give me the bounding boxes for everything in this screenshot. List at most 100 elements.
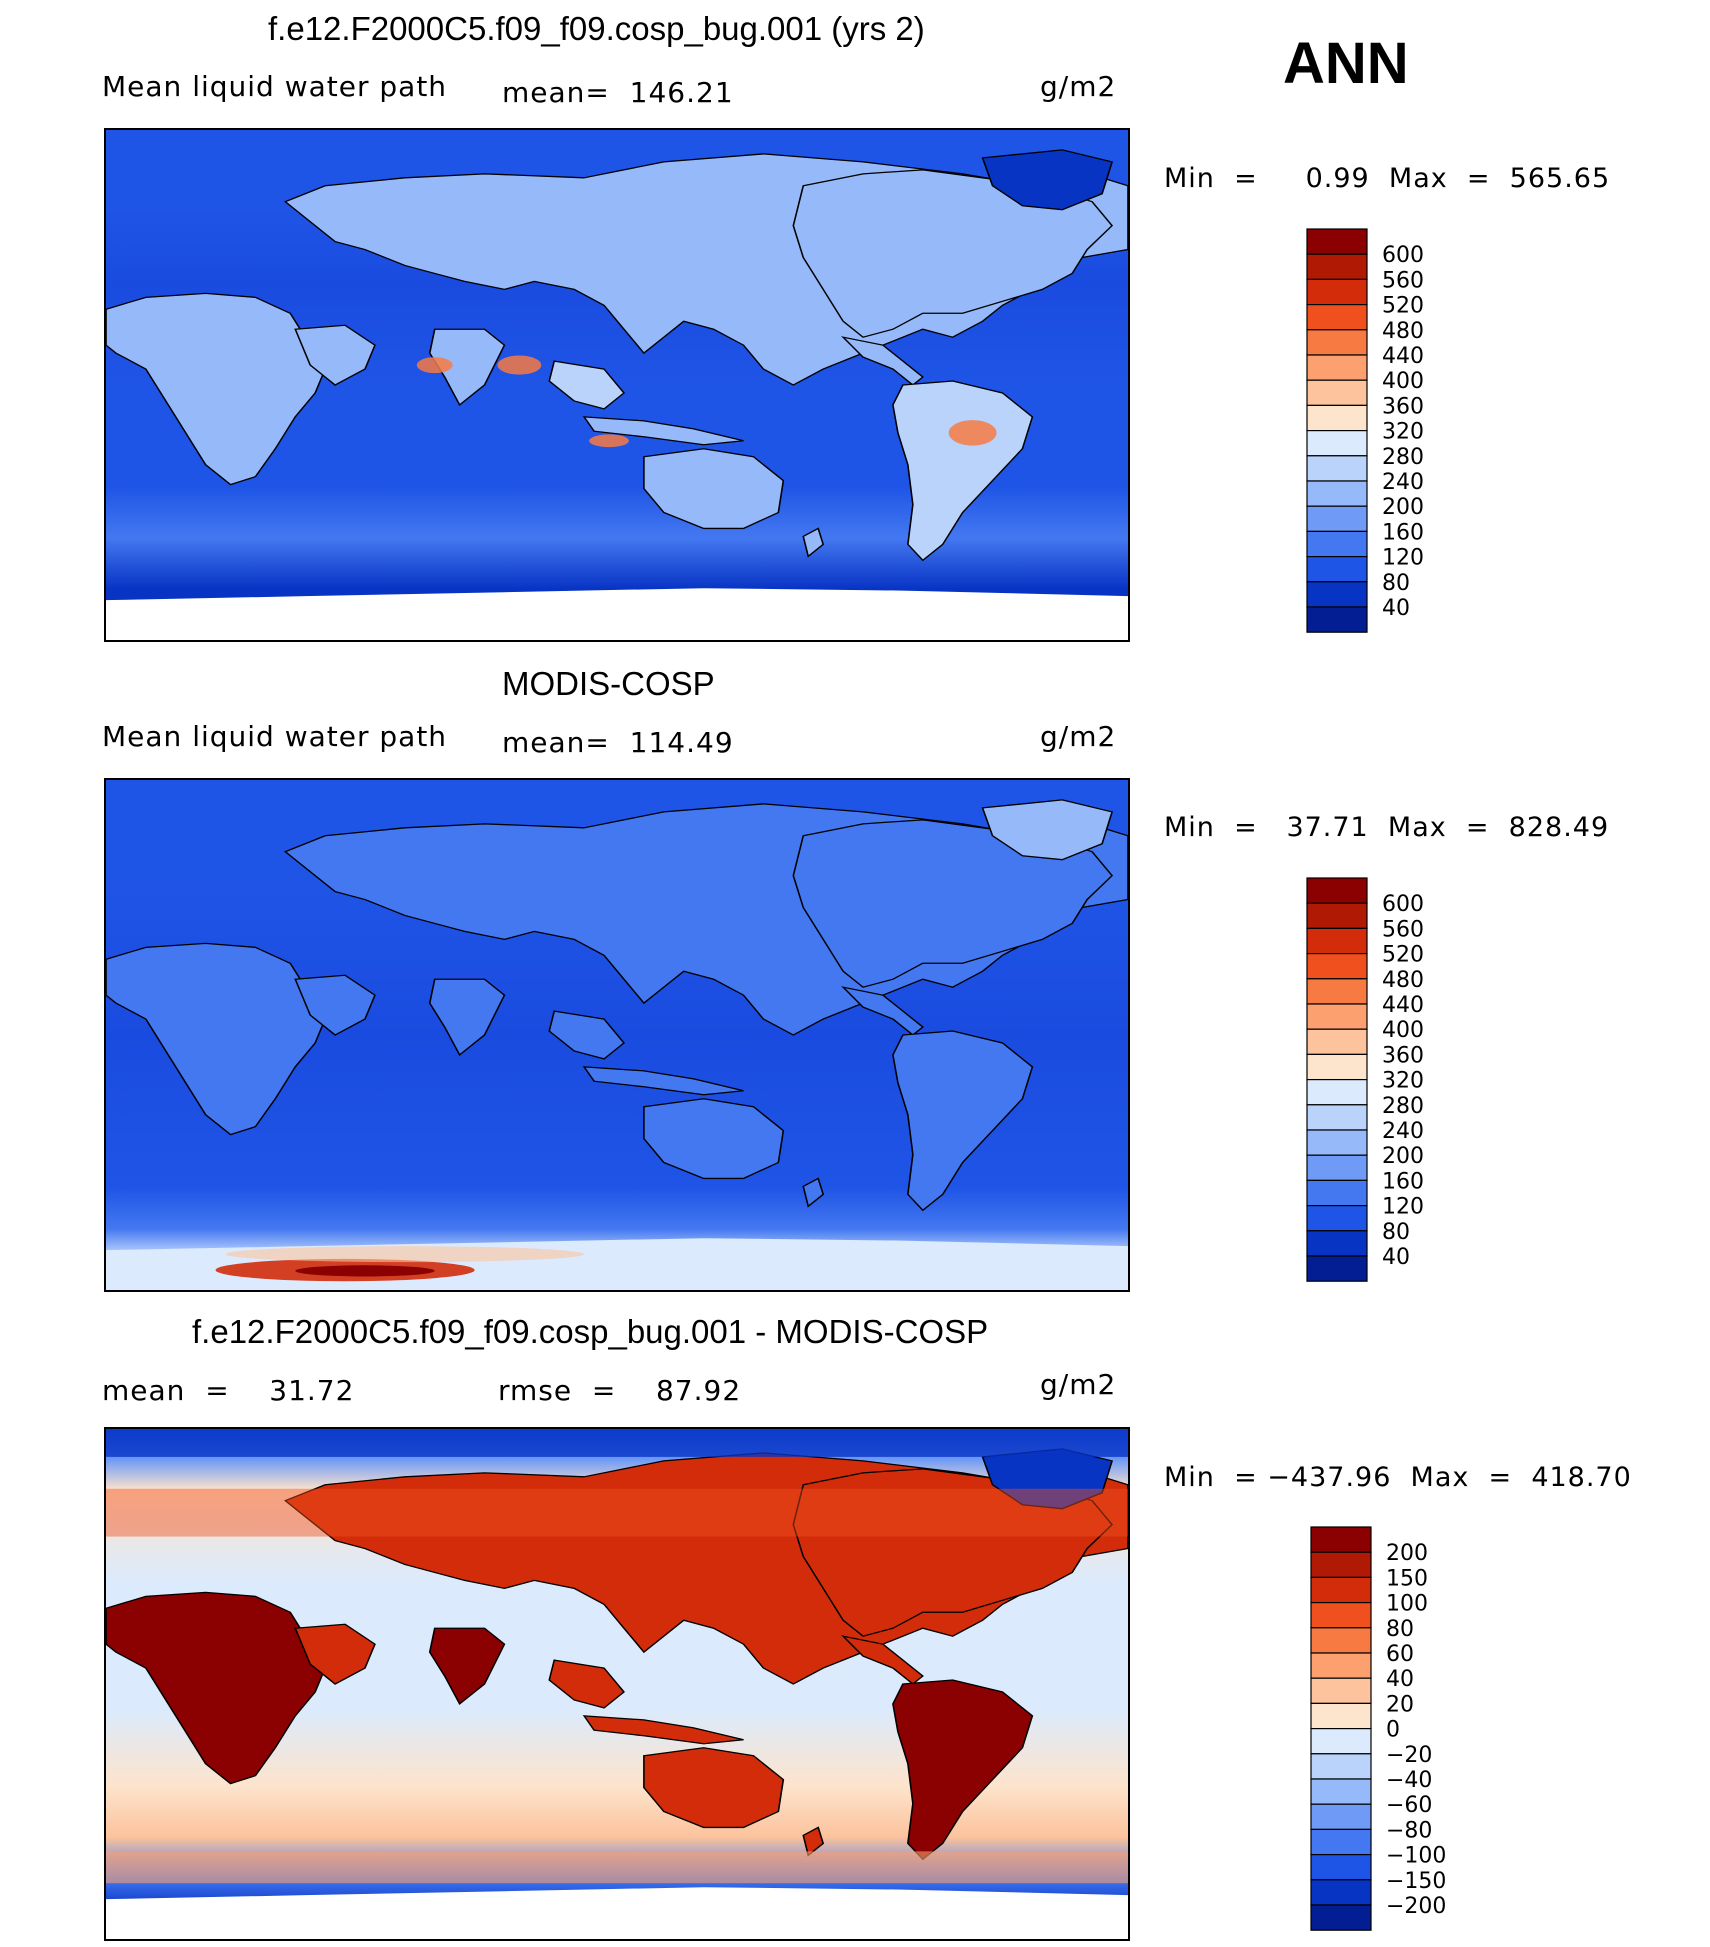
colorbar-swatch xyxy=(1310,1652,1372,1679)
colorbar-swatch xyxy=(1310,1854,1372,1881)
map-land-arabia xyxy=(294,324,376,386)
colorbar-tick-label: 0 xyxy=(1386,1718,1400,1743)
colorbar-tick-label: −60 xyxy=(1386,1793,1432,1818)
panel-3-colorbar: 200 150 100 80 60 40 20 0 −20 −40 −60 −80 −100 −150 −2… xyxy=(1310,1526,1530,1937)
map-land-indonesia xyxy=(582,1715,744,1745)
colorbar-tick-label: 520 xyxy=(1382,943,1424,968)
colorbar-swatch xyxy=(1306,303,1368,331)
colorbar-tick-label: 240 xyxy=(1382,1119,1424,1144)
colorbar-tick-label: 360 xyxy=(1382,394,1424,419)
panel-1-map xyxy=(104,128,1130,642)
map-feature xyxy=(948,420,997,446)
colorbar-swatch xyxy=(1306,278,1368,306)
map-land-nz xyxy=(802,1826,825,1857)
colorbar-swatch xyxy=(1306,1104,1368,1131)
colorbar-tick-label: 280 xyxy=(1382,1094,1424,1119)
map-land-greenland xyxy=(981,149,1114,211)
map-land-arabia xyxy=(294,974,376,1036)
map-land-australia xyxy=(643,448,785,530)
colorbar-swatch xyxy=(1306,228,1368,255)
panel-3-map xyxy=(104,1427,1130,1941)
colorbar-tick-label: 480 xyxy=(1382,319,1424,344)
colorbar-tick-label: −80 xyxy=(1386,1818,1432,1843)
colorbar-swatch xyxy=(1306,480,1368,507)
map-feature xyxy=(106,1429,1128,1457)
colorbar-tick-label: −150 xyxy=(1386,1869,1446,1894)
colorbar-swatch xyxy=(1306,354,1368,381)
map-land-africa xyxy=(106,942,327,1136)
map-land-indonesia xyxy=(582,1066,744,1096)
panel-2-map xyxy=(104,778,1130,1292)
colorbar-tick-label: 40 xyxy=(1386,1667,1414,1692)
map-land-seasia xyxy=(548,1010,625,1060)
map-land-seasia xyxy=(548,360,625,410)
colorbar-tick-label: 150 xyxy=(1386,1566,1428,1591)
colorbar-swatch xyxy=(1310,1627,1372,1654)
colorbar-swatch xyxy=(1310,1803,1372,1831)
colorbar-swatch xyxy=(1306,556,1368,583)
colorbar-swatch xyxy=(1310,1601,1372,1629)
colorbar-tick-label: 20 xyxy=(1386,1692,1414,1717)
colorbar-tick-label: −200 xyxy=(1386,1894,1446,1919)
map-feature xyxy=(225,1246,585,1263)
panel-3-rmse-label: rmse = 87.92 xyxy=(498,1374,742,1407)
colorbar-swatch xyxy=(1306,1053,1368,1081)
colorbar-tick-label: 100 xyxy=(1386,1592,1428,1617)
colorbar-swatch xyxy=(1306,379,1368,406)
colorbar-swatch xyxy=(1310,1551,1372,1579)
panel-1-colorbar: 600 560 520 480 440 400 360 320 280 240 200 160 120 8… xyxy=(1306,228,1526,639)
map-land-samerica xyxy=(892,380,1034,562)
map-land-africa xyxy=(106,292,327,486)
colorbar-tick-label: 200 xyxy=(1382,1144,1424,1169)
map-land-camerica xyxy=(841,336,924,386)
map-land-nz xyxy=(802,527,825,558)
colorbar-swatch xyxy=(1306,329,1368,356)
colorbar-swatch xyxy=(1306,927,1368,955)
map-land-india xyxy=(428,328,506,407)
panel-1-title: f.e12.F2000C5.f09_f09.cosp_bug.001 (yrs … xyxy=(268,10,925,47)
colorbar-tick-label: −40 xyxy=(1386,1768,1432,1793)
map-feature xyxy=(589,434,629,448)
colorbar-swatch xyxy=(1310,1702,1372,1730)
colorbar-swatch xyxy=(1306,455,1368,482)
colorbar-tick-label: −100 xyxy=(1386,1844,1446,1869)
colorbar-swatch xyxy=(1306,1255,1368,1282)
panel-2-variable-label: Mean liquid water path xyxy=(102,720,448,753)
colorbar-swatch xyxy=(1310,1879,1372,1906)
map-feature xyxy=(295,1265,435,1277)
map-land-india xyxy=(428,1627,506,1706)
colorbar-swatch xyxy=(1306,1205,1368,1232)
colorbar-tick-label: 320 xyxy=(1382,420,1424,445)
colorbar-swatch xyxy=(1310,1526,1372,1553)
map-land-greenland xyxy=(981,799,1114,861)
colorbar-swatch xyxy=(1306,1003,1368,1030)
map-land-antarctica xyxy=(106,588,1128,640)
colorbar-tick-label: 280 xyxy=(1382,445,1424,470)
colorbar-tick-label: 120 xyxy=(1382,1195,1424,1220)
colorbar-tick-label: −20 xyxy=(1386,1743,1432,1768)
colorbar-swatch xyxy=(1306,1028,1368,1055)
colorbar-swatch xyxy=(1306,902,1368,930)
map-land-samerica xyxy=(892,1030,1034,1212)
colorbar-swatch xyxy=(1306,1079,1368,1106)
panel-1-mean-label: mean= 146.21 xyxy=(502,76,734,109)
colorbar-tick-label: 160 xyxy=(1382,1169,1424,1194)
colorbar-swatch xyxy=(1306,1154,1368,1182)
colorbar-swatch xyxy=(1306,606,1368,633)
map-land-arabia xyxy=(294,1623,376,1685)
map-land-antarctica xyxy=(106,1887,1128,1939)
panel-2-mean-label: mean= 114.49 xyxy=(502,726,734,759)
colorbar-tick-label: 40 xyxy=(1382,1245,1410,1270)
map-land-australia xyxy=(643,1747,785,1829)
colorbar-tick-label: 120 xyxy=(1382,546,1424,571)
colorbar-tick-label: 360 xyxy=(1382,1043,1424,1068)
colorbar-tick-label: 320 xyxy=(1382,1069,1424,1094)
map-feature xyxy=(497,355,542,375)
colorbar-tick-label: 60 xyxy=(1386,1642,1414,1667)
colorbar-tick-label: 200 xyxy=(1382,495,1424,520)
colorbar-swatch xyxy=(1306,978,1368,1005)
map-land-seasia xyxy=(548,1659,625,1709)
panel-2-minmax: Min = 37.71 Max = 828.49 xyxy=(1164,812,1610,843)
colorbar-tick-label: 400 xyxy=(1382,1018,1424,1043)
panel-2-colorbar: 600 560 520 480 440 400 360 320 280 240 200 160 120 8… xyxy=(1306,877,1526,1288)
